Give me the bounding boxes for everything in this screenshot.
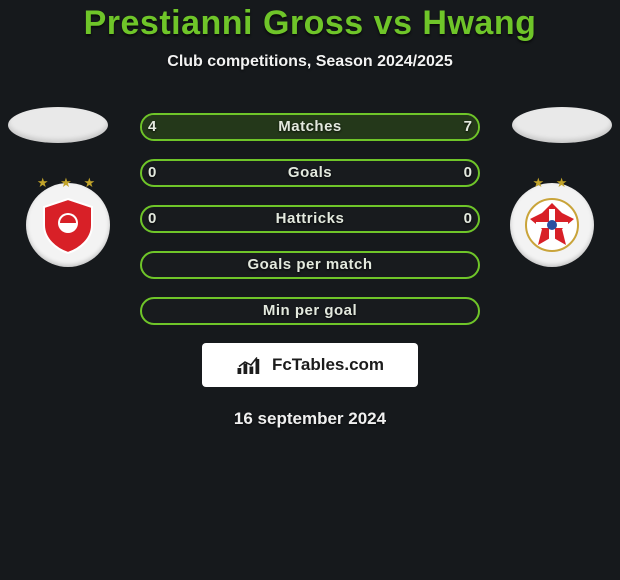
- team-stars-right: ★ ★: [502, 175, 602, 191]
- stat-label: Matches: [142, 115, 478, 139]
- subtitle: Club competitions, Season 2024/2025: [0, 53, 620, 71]
- team-crest-right: ★ ★: [502, 183, 602, 267]
- stat-row: 00Hattricks: [140, 205, 480, 233]
- stat-row: 00Goals: [140, 159, 480, 187]
- stat-rows: 47Matches 00Goals 00Hattricks Goals per mat…: [140, 113, 480, 325]
- comparison-widget: Prestianni Gross vs Hwang Club competiti…: [0, 0, 620, 580]
- shield-icon: [522, 195, 582, 255]
- stat-row: Min per goal: [140, 297, 480, 325]
- stats-stage: ★ ★ ★ ★ ★ 47Matches00: [0, 113, 620, 325]
- stat-row: 47Matches: [140, 113, 480, 141]
- shield-icon: [38, 195, 98, 255]
- player-shadow-right: [512, 107, 612, 143]
- team-stars-left: ★ ★ ★: [18, 175, 118, 191]
- stat-label: Min per goal: [142, 299, 478, 323]
- team-crest-left: ★ ★ ★: [18, 183, 118, 267]
- site-badge-text: FcTables.com: [272, 355, 384, 375]
- player-shadow-left: [8, 107, 108, 143]
- stat-row: Goals per match: [140, 251, 480, 279]
- site-badge: FcTables.com: [202, 343, 418, 387]
- crest-disc-left: [26, 183, 110, 267]
- crest-disc-right: [510, 183, 594, 267]
- date-text: 16 september 2024: [0, 409, 620, 429]
- page-title: Prestianni Gross vs Hwang: [0, 4, 620, 43]
- bars-icon: [236, 354, 266, 376]
- stat-label: Goals: [142, 161, 478, 185]
- stat-label: Hattricks: [142, 207, 478, 231]
- stat-label: Goals per match: [142, 253, 478, 277]
